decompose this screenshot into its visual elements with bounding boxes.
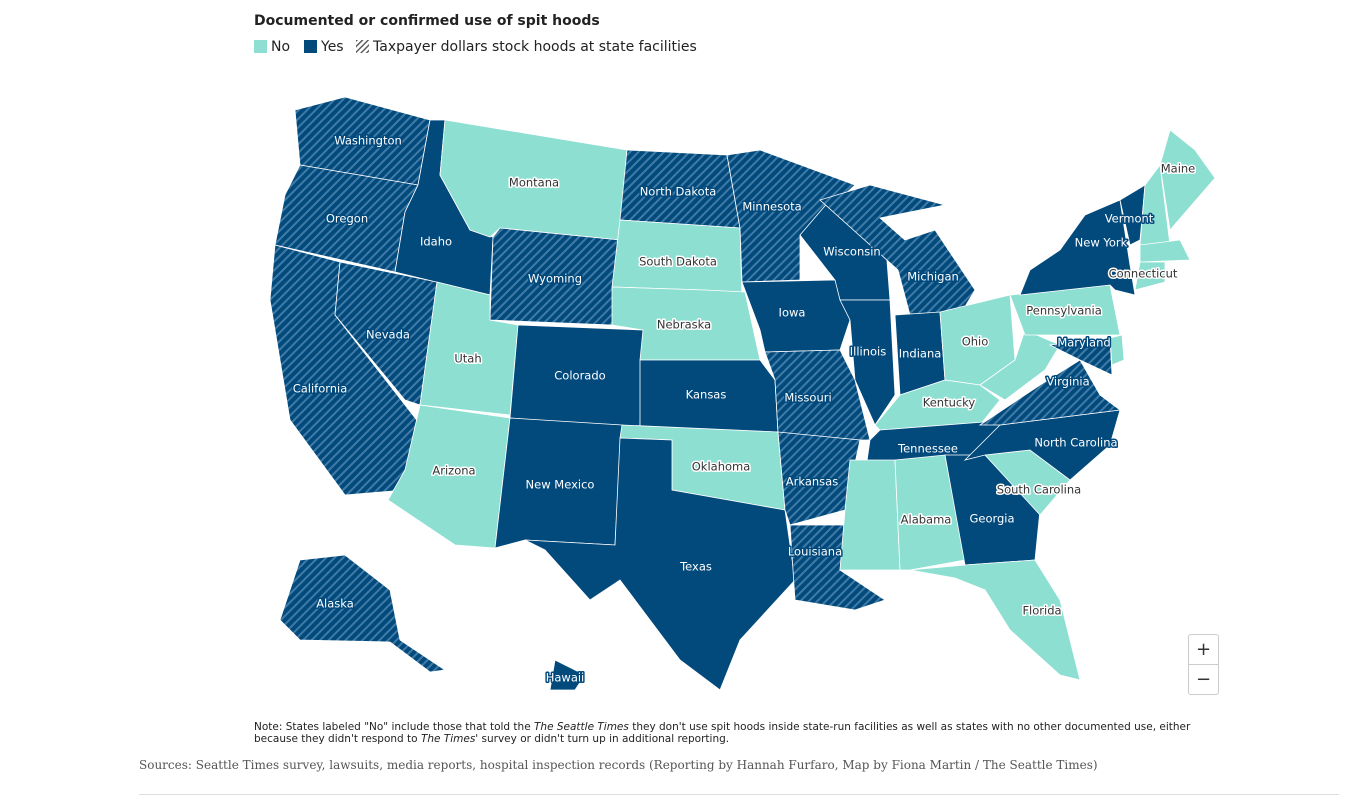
state-label: Oklahoma	[692, 460, 751, 474]
states	[269, 96, 1216, 691]
state-label: Montana	[509, 176, 559, 190]
state[interactable]	[819, 184, 976, 316]
state-label: New Mexico	[526, 478, 595, 492]
state-label: Minnesota	[742, 200, 801, 214]
note-text: The Times'	[420, 733, 479, 745]
state-label: Iowa	[779, 306, 806, 320]
legend-swatch	[304, 40, 317, 53]
state-label: Wyoming	[528, 272, 582, 286]
state-label: Washington	[334, 134, 402, 148]
state-label: Missouri	[784, 391, 831, 405]
state-label: Tennessee	[897, 442, 958, 456]
state-label: Hawaii	[546, 671, 585, 685]
state-label: North Carolina	[1034, 436, 1117, 450]
zoom-in[interactable]: +	[1195, 639, 1212, 660]
state-label: Arkansas	[786, 475, 838, 489]
state-label: Utah	[454, 352, 481, 366]
state[interactable]	[726, 149, 856, 283]
state[interactable]	[1109, 334, 1125, 366]
state[interactable]	[1048, 337, 1113, 376]
map-title: Documented or confirmed use of spit hood…	[254, 13, 600, 29]
state-label: Idaho	[420, 235, 452, 249]
state[interactable]	[839, 459, 901, 571]
state[interactable]	[894, 454, 966, 571]
zoom-out[interactable]: −	[1189, 664, 1218, 694]
state[interactable]	[524, 437, 796, 691]
state-label: Louisiana	[788, 545, 842, 559]
state[interactable]	[279, 554, 447, 673]
state-label: Nebraska	[657, 318, 711, 332]
state-label: Nevada	[366, 328, 410, 342]
state-label: South Carolina	[997, 483, 1081, 497]
state-label: Illinois	[850, 345, 887, 359]
note-text: survey or didn't turn up in additional r…	[478, 733, 730, 745]
state-labels: Washington Oregon California Nevada Idaho Mon…	[291, 132, 1197, 686]
note: Note: States labeled "No" include those …	[254, 721, 1214, 745]
state-label: Maryland	[1057, 336, 1110, 350]
legend-swatch	[254, 40, 267, 53]
state-label: Pennsylvania	[1026, 304, 1102, 318]
note-text: Note: States labeled "No" include those …	[254, 721, 534, 733]
state-label: Wisconsin	[823, 245, 880, 259]
state-label: New York	[1075, 236, 1128, 250]
state[interactable]	[1139, 239, 1191, 263]
legend-label: Yes	[320, 39, 344, 55]
divider	[139, 794, 1339, 795]
state-label: Colorado	[554, 369, 605, 383]
state-label: Texas	[679, 560, 712, 574]
state[interactable]	[1134, 261, 1166, 291]
state[interactable]	[1019, 199, 1136, 296]
sources: Sources: Seattle Times survey, lawsuits,…	[139, 758, 1098, 772]
state[interactable]	[777, 431, 861, 526]
note-text: they don't use spit hoods inside state-r…	[254, 721, 1191, 745]
state-label: Vermont	[1105, 212, 1154, 226]
state-label: Indiana	[899, 347, 942, 361]
state[interactable]	[1159, 129, 1216, 231]
state-label: Kansas	[686, 388, 727, 402]
map: Documented or confirmed use of spit hood…	[254, 13, 1216, 691]
state[interactable]	[334, 261, 438, 406]
state-label: Oregon	[326, 212, 368, 226]
state[interactable]	[909, 559, 1081, 681]
state-label: Michigan	[907, 270, 959, 284]
state-label: Ohio	[962, 335, 989, 349]
state-label: South Dakota	[639, 255, 717, 269]
state-label: Maine	[1161, 162, 1196, 176]
state-label: Virginia	[1046, 375, 1089, 389]
legend: No Yes Taxpayer dollars stock hoods at sta…	[254, 39, 697, 55]
state-label: Arizona	[432, 464, 475, 478]
zoom-control: + −	[1188, 634, 1219, 695]
state-label: California	[293, 382, 348, 396]
legend-label: No	[271, 39, 290, 55]
legend-label: Taxpayer dollars stock hoods at state fa…	[372, 39, 697, 55]
state[interactable]	[489, 227, 621, 326]
state[interactable]	[549, 659, 586, 691]
state-label: North Dakota	[640, 185, 717, 199]
state[interactable]	[1119, 184, 1146, 246]
state-label: Kentucky	[923, 396, 976, 410]
note-text: The Seattle Times	[534, 721, 629, 733]
state-label: Alabama	[901, 513, 952, 527]
legend-swatch	[356, 40, 369, 53]
state-label: Connecticut	[1109, 267, 1178, 281]
state[interactable]	[978, 359, 1122, 426]
state-label: Alaska	[316, 597, 354, 611]
state-label: Georgia	[969, 512, 1014, 526]
state-label: Florida	[1022, 604, 1061, 618]
